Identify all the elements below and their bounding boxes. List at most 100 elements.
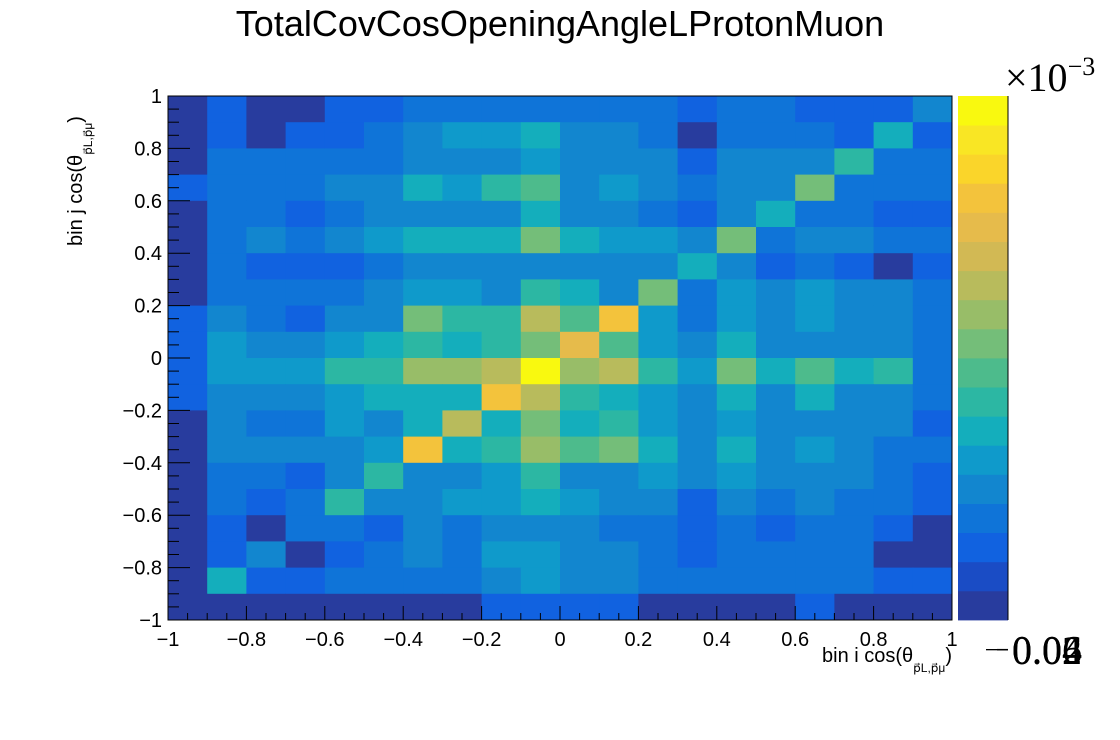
heatmap-cell [364,567,404,595]
heatmap-cell [834,331,874,359]
heatmap-cell [716,436,757,464]
heatmap-cell [403,279,443,306]
color-scale-segment [958,416,1008,446]
y-tick-label: 0.8 [134,138,162,160]
heatmap-cell [364,253,404,280]
heatmap-cell [716,96,757,123]
heatmap-cell [442,227,482,254]
heatmap-cell [481,227,522,254]
y-axis-title-close: ) [65,116,87,123]
heatmap-cell [677,489,718,516]
heatmap-cell [912,331,953,359]
y-tick-label: 0 [151,348,162,370]
heatmap-cell [795,200,835,228]
heatmap-cell [207,331,247,359]
chart-title: TotalCovCosOpeningAngleLProtonMuon [236,3,884,44]
heatmap-cell [481,331,522,359]
heatmap-cell [834,96,874,123]
heatmap-cell [599,305,639,333]
heatmap-cell [677,96,718,123]
y-tick-label: −0.4 [123,453,162,475]
heatmap-cell [403,174,443,202]
heatmap-cell [560,200,600,228]
heatmap-cell [677,227,718,254]
color-scale-segment [958,299,1008,330]
heatmap-cell [481,305,522,333]
heatmap-cell [324,174,365,202]
heatmap-cell [638,96,678,123]
heatmap-cell [795,148,835,175]
x-tick-label: 0 [554,629,565,651]
heatmap-cell [324,436,365,464]
heatmap-cell [795,358,835,385]
heatmap-cell [716,253,757,280]
heatmap-cell [442,253,482,280]
x-tick-label: −0.6 [305,629,344,651]
heatmap-cell [756,253,796,280]
heatmap-cell [795,567,835,595]
heatmap-cell [520,253,561,280]
x-tick-label: 0.8 [860,629,888,651]
heatmap-cell [756,227,796,254]
heatmap-cell [599,489,639,516]
heatmap-cell [364,200,404,228]
heatmap-cell [246,567,286,595]
heatmap-cell [481,410,522,437]
heatmap-cells [168,96,953,621]
heatmap-cell [795,515,835,542]
heatmap-cell [481,384,522,411]
heatmap-cell [403,358,443,385]
heatmap-cell [834,358,874,385]
heatmap-cell [442,148,482,175]
heatmap-cell [442,331,482,359]
heatmap-cell [677,279,718,306]
heatmap-cell [756,279,796,306]
heatmap-cell [285,305,326,333]
heatmap-cell [795,462,835,490]
heatmap-cell [716,515,757,542]
heatmap-cell [834,515,874,542]
heatmap-cell [481,358,522,385]
heatmap-cell [677,358,718,385]
heatmap-cell [207,122,247,149]
x-tick-label: 0.4 [703,629,731,651]
heatmap-cell [599,567,639,595]
heatmap-cell [364,148,404,175]
heatmap-cell [324,279,365,306]
heatmap-cell [873,515,914,542]
heatmap-cell [246,358,286,385]
heatmap-cell [873,148,914,175]
heatmap-cell [481,253,522,280]
heatmap-cell [834,305,874,333]
heatmap-cell [756,541,796,568]
color-scale-segment [958,532,1008,563]
heatmap-cell [442,200,482,228]
heatmap-cell [912,462,953,490]
y-tick-label: −1 [139,610,162,632]
heatmap-cell [324,305,365,333]
heatmap-cell [873,567,914,595]
heatmap-cell [285,489,326,516]
heatmap-cell [560,515,600,542]
heatmap-cell [442,567,482,595]
heatmap-cell [403,384,443,411]
heatmap-cell [638,122,678,149]
heatmap-cell [834,489,874,516]
heatmap-cell [716,489,757,516]
heatmap-cell [716,279,757,306]
color-scale-segment [958,590,1008,621]
heatmap-cell [207,489,247,516]
heatmap-cell [873,279,914,306]
heatmap-cell [520,384,561,411]
heatmap-cell [873,200,914,228]
heatmap-cell [324,148,365,175]
heatmap-cell [246,227,286,254]
heatmap-cell [873,122,914,149]
heatmap-cell [442,305,482,333]
heatmap-cell [364,174,404,202]
heatmap-cell [873,174,914,202]
heatmap-cell [246,410,286,437]
heatmap-cell [560,96,600,123]
heatmap-cell [324,541,365,568]
heatmap-cell [246,279,286,306]
